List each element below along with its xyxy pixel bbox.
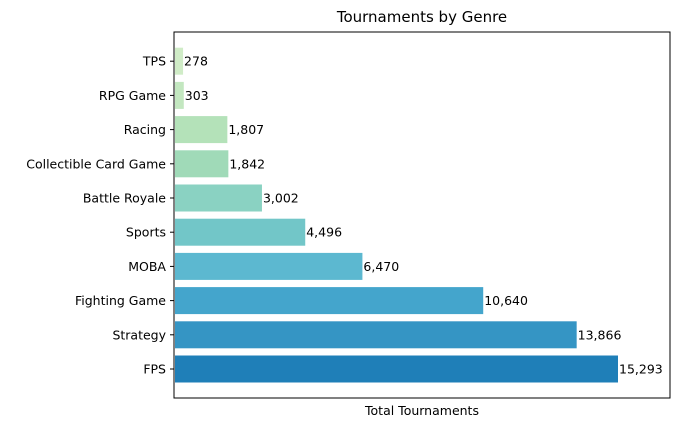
- y-tick-label-racing: Racing: [124, 122, 166, 137]
- data-label-moba: 6,470: [363, 259, 399, 274]
- bar-fighting-game: [175, 287, 484, 315]
- bar-strategy: [175, 321, 577, 349]
- y-tick-label-fighting-game: Fighting Game: [75, 293, 166, 308]
- bar-battle-royale: [175, 184, 262, 212]
- plot-frame: [173, 31, 671, 399]
- data-label-collectible-card-game: 1,842: [229, 156, 265, 171]
- data-label-tps: 278: [184, 54, 208, 69]
- data-label-rpg-game: 303: [185, 88, 209, 103]
- data-label-strategy: 13,866: [578, 327, 622, 342]
- y-tick-label-moba: MOBA: [128, 259, 166, 274]
- x-axis-title: Total Tournaments: [364, 403, 479, 418]
- bar-racing: [175, 116, 228, 144]
- bar-sports: [175, 218, 306, 246]
- data-label-racing: 1,807: [228, 122, 264, 137]
- bars-layer: FPS 15,293 Strategy 13,866 Fighting Game 10,6…: [26, 47, 663, 383]
- y-tick-label-collectible-card-game: Collectible Card Game: [26, 156, 166, 171]
- y-tick-label-sports: Sports: [126, 225, 166, 240]
- y-tick-label-strategy: Strategy: [112, 327, 166, 342]
- bar-collectible-card-game: [175, 150, 229, 178]
- bar-rpg-game: [175, 81, 184, 109]
- bar-fps: [175, 355, 618, 383]
- y-tick-label-fps: FPS: [143, 362, 166, 377]
- data-label-fps: 15,293: [619, 362, 663, 377]
- y-tick-label-rpg-game: RPG Game: [99, 88, 166, 103]
- y-tick-label-tps: TPS: [142, 54, 166, 69]
- y-tick-label-battle-royale: Battle Royale: [83, 191, 166, 206]
- data-label-sports: 4,496: [306, 225, 342, 240]
- bar-moba: [175, 252, 363, 280]
- bar-tps: [175, 47, 184, 75]
- data-label-battle-royale: 3,002: [263, 191, 299, 206]
- data-label-fighting-game: 10,640: [484, 293, 528, 308]
- chart-title: Tournaments by Genre: [336, 8, 507, 26]
